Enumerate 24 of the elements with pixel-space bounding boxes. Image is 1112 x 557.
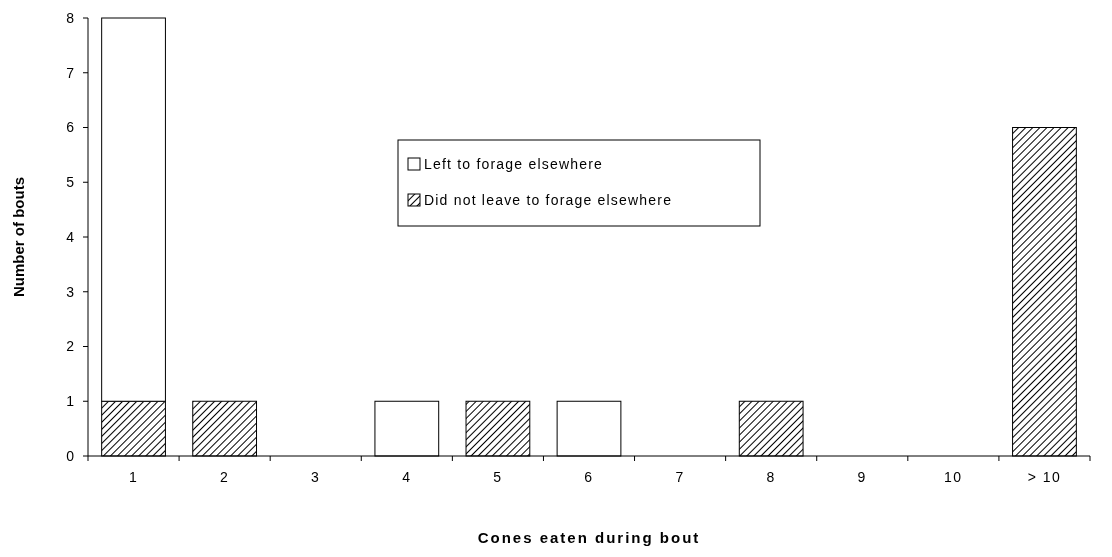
y-tick-label: 8	[66, 9, 75, 26]
y-tick-label: 7	[66, 64, 75, 81]
x-tick-label: 1	[128, 469, 139, 485]
y-tick-label: 0	[66, 447, 75, 464]
y-tick-label: 2	[66, 338, 75, 355]
x-tick-label: 5	[493, 469, 503, 485]
legend-label: Did not leave to forage elsewhere	[424, 191, 673, 208]
x-tick-label: 2	[219, 469, 230, 485]
y-tick-label: 3	[66, 283, 75, 300]
x-tick-label: 3	[311, 469, 321, 485]
x-tick-label: 4	[402, 469, 412, 485]
x-axis-title: Cones eaten during bout	[477, 529, 701, 546]
y-tick-label: 4	[66, 228, 75, 245]
y-tick-label: 5	[66, 174, 75, 191]
x-tick-label: 8	[766, 469, 776, 485]
x-tick-label: > 10	[1027, 469, 1062, 485]
legend-label: Left to forage elsewhere	[424, 155, 604, 172]
y-tick-label: 1	[66, 393, 75, 410]
x-tick-label: 6	[584, 469, 594, 485]
y-axis-title: Number of bouts	[10, 177, 27, 297]
x-tick-label: 9	[857, 469, 867, 485]
x-tick-label: 7	[675, 469, 685, 485]
x-tick-label: 10	[944, 469, 963, 485]
y-tick-label: 6	[66, 119, 75, 136]
